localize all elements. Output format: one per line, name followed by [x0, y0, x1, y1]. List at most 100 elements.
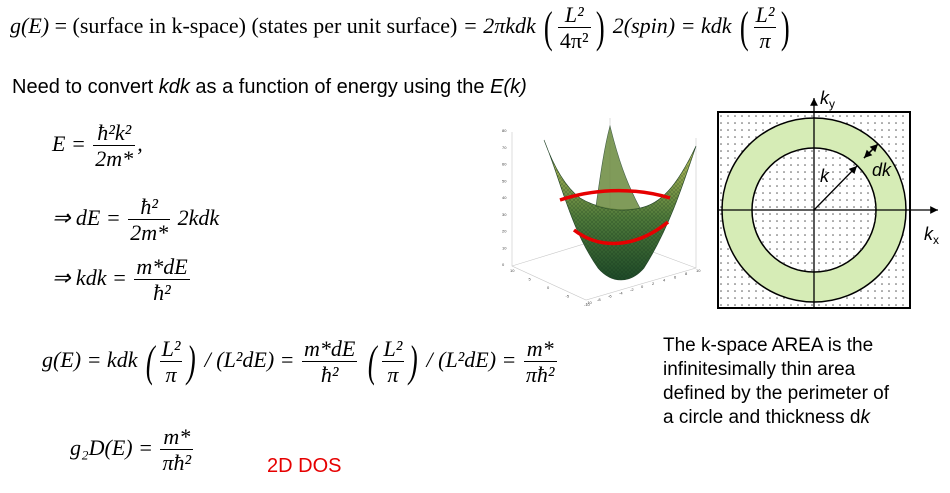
y-tick-label: -10	[584, 302, 591, 307]
caption-line2: infinitesimally thin area	[663, 359, 856, 380]
z-tick-label: 40	[502, 195, 507, 200]
x-tick-label: -6	[608, 294, 612, 299]
z-tick-label: 50	[502, 178, 507, 183]
intro-text: Need to convert kdk as a function of ene…	[12, 76, 527, 99]
x-tick-label: 6	[674, 274, 677, 279]
kx-label: kx	[924, 224, 939, 247]
equation-kdk: ⇒ kdk = m*dE ħ²	[52, 254, 192, 306]
eq-res-f: m*dE ħ²	[302, 336, 358, 388]
eq-g2d-lhs: g₂D(E) =	[70, 434, 153, 460]
z-tick-label: 60	[502, 162, 507, 167]
equation-g2d: g₂D(E) = m* πħ²	[70, 424, 195, 476]
z-tick-label: 0	[502, 262, 505, 267]
x-tick-label: 2	[652, 281, 655, 286]
y-tick-label: -5	[566, 294, 570, 299]
eq-kdk-frac: m*dE ħ²	[134, 254, 190, 306]
caption-line3: defined by the perimeter of	[663, 383, 890, 404]
eq-de-frac: ħ² 2m*	[128, 194, 171, 246]
z-tick-label: 30	[502, 212, 507, 217]
eq-e-den: 2m*	[95, 146, 134, 172]
eq-g2d-num: m*	[160, 424, 194, 451]
eq-res-p2: L² π	[381, 336, 405, 388]
y-tick-label: 0	[547, 285, 550, 290]
red-contour-upper	[559, 188, 671, 202]
paraboloid-back-lobe	[595, 124, 641, 211]
eq-top-frac1-den: 4π²	[559, 28, 589, 54]
z-tick-label: 10	[502, 245, 507, 250]
eq-top-factor1: (surface in k-space)	[72, 12, 246, 38]
equation-top: g(E) = (surface in k-space) (states per …	[10, 2, 791, 54]
eq-res-p1-den: π	[165, 362, 177, 388]
x-tick-label: -2	[630, 287, 634, 292]
dk-label: dk	[872, 160, 892, 180]
kspace-diagram: ky kx k dk	[717, 88, 939, 309]
eq-res-div2: / (L²dE) =	[426, 346, 517, 372]
eq-res-p1: L² π	[159, 336, 183, 388]
eq-top-frac2-den: π	[759, 28, 771, 54]
eq-res-f-num: m*dE	[302, 336, 358, 363]
eq-res-r-den: πħ²	[525, 362, 555, 388]
eq-res-lhs: g(E) = kdk	[42, 346, 138, 372]
dos-label: 2D DOS	[267, 455, 342, 477]
eq-e-tail: ,	[137, 130, 143, 156]
y-tick-label: 10	[510, 268, 515, 273]
intro-ek: E(k)	[490, 76, 527, 98]
eq-top-frac1: L² 4π²	[557, 2, 591, 54]
eq-kdk-den: ħ²	[153, 280, 171, 306]
eq-g2d-frac: m* πħ²	[160, 424, 194, 476]
eq-top-mid: = 2πkdk	[462, 12, 536, 38]
eq-res-r-num: m*	[523, 336, 557, 363]
y-axis-ticks: 10 5 0 -5 -10	[510, 268, 591, 307]
red-contour-lower	[572, 220, 670, 246]
eq-de-lhs: ⇒ dE =	[52, 204, 121, 230]
k-radius-arrow	[813, 165, 858, 211]
equation-de: ⇒ dE = ħ² 2m* 2kdk	[52, 194, 219, 246]
intro-mid: as a function of energy using the	[189, 76, 491, 98]
eq-res-f-den: ħ²	[320, 362, 339, 388]
eq-e-frac: ħ²k² 2m*	[93, 120, 136, 172]
caption-line4: a circle and thickness dk	[663, 406, 943, 430]
eq-res-r: m* πħ²	[523, 336, 557, 388]
kspace-caption: The k-space AREA is the infinitesimally …	[663, 334, 943, 430]
eq-res-p2-num: L²	[381, 336, 405, 363]
eq-top-spin: 2(spin) = kdk	[612, 12, 732, 38]
intro-kdk: kdk	[158, 76, 190, 98]
z-axis-ticks: 80 70 60 50 40 30 20 10 0	[502, 128, 507, 267]
eq-e-lhs: E =	[52, 130, 86, 156]
z-tick-label: 80	[502, 128, 507, 133]
eq-res-div1: / (L²dE) =	[204, 346, 295, 372]
x-tick-label: 10	[696, 268, 701, 273]
x-tick-label: 0	[641, 284, 644, 289]
eq-res-p2-den: π	[387, 362, 399, 388]
eq-top-factor2: (states per unit surface)	[251, 12, 458, 38]
caption-line4-k: k	[860, 407, 871, 428]
caption-line1: The k-space AREA is the	[663, 335, 874, 356]
eq-g2d-den: πħ²	[162, 450, 192, 476]
k-label: k	[820, 166, 830, 186]
equation-result: g(E) = kdk (L² π) / (L²dE) = m*dE ħ² (L² π)…	[42, 336, 557, 388]
eq-top-frac2-num: L²	[753, 2, 777, 29]
eq-de-num: ħ²	[128, 194, 171, 221]
eq-e-num: ħ²k²	[93, 120, 136, 147]
y-tick-label: 5	[529, 277, 532, 282]
z-tick-label: 20	[502, 229, 507, 234]
eq-de-tail: 2kdk	[177, 204, 220, 230]
x-tick-label: -8	[597, 297, 601, 302]
x-tick-label: 8	[685, 271, 688, 276]
intro-before: Need to convert	[12, 76, 159, 98]
x-tick-label: -4	[619, 290, 623, 295]
eq-res-p1-num: L²	[159, 336, 183, 363]
x-tick-label: -10	[586, 300, 593, 305]
z-tick-label: 70	[502, 145, 507, 150]
equation-energy: E = ħ²k² 2m*,	[52, 120, 143, 172]
x-tick-label: 4	[663, 278, 666, 283]
eq-top-frac1-num: L²	[557, 2, 591, 29]
eq-de-den: 2m*	[130, 220, 169, 246]
caption-line4-text: a circle and thickness d	[663, 407, 861, 428]
eq-top-frac2: L² π	[753, 2, 777, 54]
dk-arrow-in	[863, 143, 879, 159]
eq-kdk-lhs: ⇒ kdk =	[52, 264, 127, 290]
eq-top-lhs: g(E)	[10, 12, 50, 38]
ky-label: ky	[820, 88, 835, 111]
